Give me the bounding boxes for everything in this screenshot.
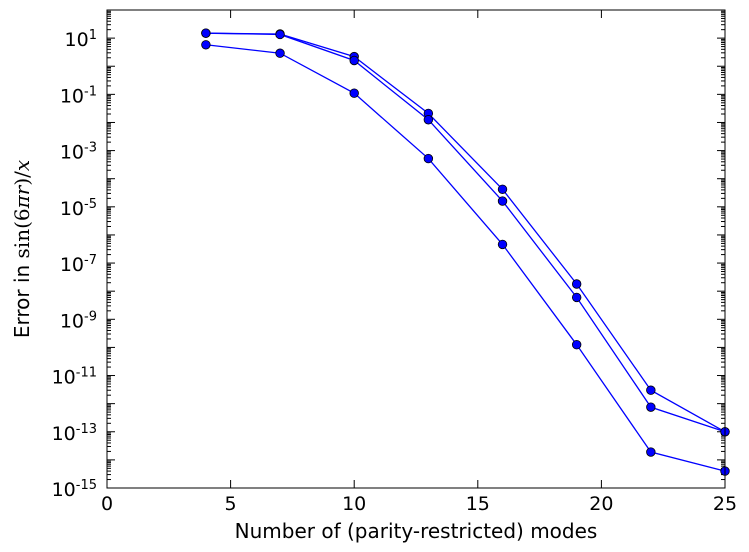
series-line-2 <box>205 32 726 433</box>
y-tick-label-exponent: -3 <box>84 140 97 155</box>
series-2-point <box>646 402 656 412</box>
x-tick-label: 20 <box>589 493 613 515</box>
y-tick-label-base: 10 <box>60 85 84 107</box>
axes-frame <box>106 9 726 489</box>
series-1-point <box>571 279 582 289</box>
y-tick-label-base: 10 <box>60 142 84 164</box>
series-3-point <box>646 447 656 457</box>
y-tick-label-base: 10 <box>52 479 76 501</box>
y-axis-title-open: (6 <box>10 208 34 229</box>
y-axis-title-den: x <box>10 160 34 171</box>
y-axis-title: Error in sin(6πr)/x <box>10 160 34 338</box>
y-tick-label-base: 10 <box>65 29 89 51</box>
series-3-point <box>275 48 285 58</box>
y-tick-label-exponent: -13 <box>76 421 97 436</box>
series-2-point <box>423 115 434 125</box>
x-tick-label: 10 <box>342 493 366 515</box>
series-3-point <box>349 88 359 98</box>
series-2-point <box>201 28 211 38</box>
y-tick-label: 10-13 <box>52 421 97 445</box>
y-axis-title-pi: π <box>10 194 34 209</box>
series-3-point <box>571 339 582 350</box>
series-3-point <box>497 239 508 250</box>
y-tick-label-base: 10 <box>60 198 84 220</box>
y-tick-label: 10-15 <box>52 478 97 502</box>
y-tick-label: 10-7 <box>60 253 97 277</box>
y-axis-title-prefix: Error in <box>10 258 34 338</box>
y-tick-label: 10-11 <box>52 365 97 389</box>
series-1-point <box>497 184 508 194</box>
y-tick-label-base: 10 <box>60 310 84 332</box>
y-tick-label-exponent: -15 <box>76 478 97 493</box>
y-tick-label-exponent: 1 <box>89 28 97 43</box>
series-layer <box>201 28 730 476</box>
y-tick-label-exponent: -1 <box>84 84 97 99</box>
series-2-point <box>497 196 508 206</box>
y-tick-label-base: 10 <box>60 254 84 276</box>
series-3-point <box>201 40 211 50</box>
x-tick-label: 25 <box>713 493 737 515</box>
ticks-layer: 0 5 10 15 20 2510110-110-310-510-710-910-1110… <box>52 9 737 515</box>
y-tick-label-base: 10 <box>52 367 76 389</box>
y-tick-label-exponent: -9 <box>84 309 97 324</box>
y-tick-label-exponent: -11 <box>76 365 97 380</box>
x-tick-label: 5 <box>225 493 237 515</box>
y-tick-label: 101 <box>65 28 97 52</box>
series-2-point <box>349 55 359 66</box>
x-tick-label: 0 <box>101 493 113 515</box>
series-2-point <box>571 292 582 303</box>
y-tick-label-exponent: -7 <box>84 253 97 268</box>
x-tick-label: 15 <box>466 493 490 515</box>
y-tick-label: 10-3 <box>60 140 97 164</box>
series-3-point <box>423 153 434 164</box>
y-tick-label-exponent: -5 <box>84 196 97 211</box>
y-tick-label: 10-9 <box>60 309 97 333</box>
series-line-1 <box>205 32 726 433</box>
y-axis-title-fn: sin <box>10 229 34 259</box>
y-axis-title-close: )/ <box>10 171 34 186</box>
y-tick-label: 10-5 <box>60 196 97 220</box>
y-tick-label: 10-1 <box>60 84 97 108</box>
y-tick-label-base: 10 <box>52 423 76 445</box>
series-1-point <box>646 385 656 395</box>
series-2-point <box>275 29 285 40</box>
plot-area <box>107 10 725 488</box>
y-axis-title-var: r <box>10 184 34 195</box>
series-line-3 <box>205 44 726 472</box>
x-axis-title: Number of (parity-restricted) modes <box>235 519 598 543</box>
